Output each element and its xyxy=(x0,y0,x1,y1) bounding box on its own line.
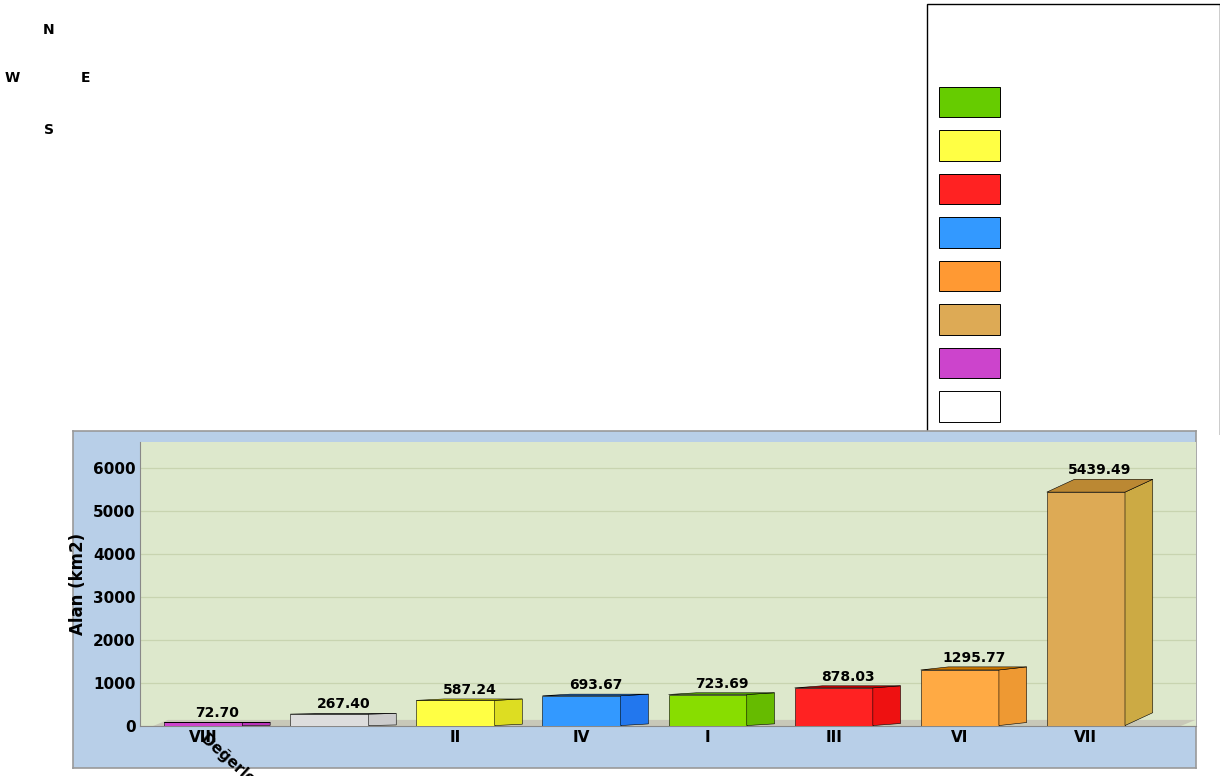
Text: VII. Sınıf: VII. Sınıf xyxy=(1025,310,1072,324)
Text: 72.70: 72.70 xyxy=(195,706,239,720)
Polygon shape xyxy=(999,667,1027,726)
Bar xyxy=(921,670,999,726)
Polygon shape xyxy=(921,667,1027,670)
FancyBboxPatch shape xyxy=(939,217,1000,248)
Bar xyxy=(669,695,747,726)
Y-axis label: Alan (km2): Alan (km2) xyxy=(70,533,88,635)
FancyBboxPatch shape xyxy=(927,5,1220,465)
FancyBboxPatch shape xyxy=(939,304,1000,334)
FancyBboxPatch shape xyxy=(939,130,1000,161)
Text: III. Sınıf: III. Sınıf xyxy=(1025,180,1069,193)
Text: S: S xyxy=(44,123,54,137)
Polygon shape xyxy=(243,722,270,726)
Bar xyxy=(543,696,621,726)
Polygon shape xyxy=(416,699,522,701)
Text: 5439.49: 5439.49 xyxy=(1068,463,1131,477)
Polygon shape xyxy=(669,693,775,695)
Text: N: N xyxy=(43,23,55,37)
Polygon shape xyxy=(494,699,522,726)
Text: IV.  Sınıf: IV. Sınıf xyxy=(1025,223,1071,237)
Text: VIII. Sınıf: VIII. Sınıf xyxy=(1025,354,1076,367)
Text: VI.  Sınıf: VI. Sınıf xyxy=(1025,267,1074,280)
Polygon shape xyxy=(1125,480,1153,726)
Text: W: W xyxy=(5,71,20,85)
Polygon shape xyxy=(747,693,775,726)
Text: E: E xyxy=(81,71,90,85)
Polygon shape xyxy=(794,686,900,688)
Text: 693.67: 693.67 xyxy=(569,678,622,692)
Bar xyxy=(1047,492,1125,726)
Polygon shape xyxy=(140,720,1196,731)
Bar xyxy=(165,722,243,726)
Polygon shape xyxy=(872,686,900,726)
Text: 1295.77: 1295.77 xyxy=(942,650,1005,664)
Text: II.  Sınıf: II. Sınıf xyxy=(1025,137,1069,150)
Text: 723.69: 723.69 xyxy=(694,677,748,691)
Text: ARAZİ KULLANIM KABİLİYET
SINIFLARI: ARAZİ KULLANIM KABİLİYET SINIFLARI xyxy=(952,22,1147,50)
FancyBboxPatch shape xyxy=(939,261,1000,291)
Polygon shape xyxy=(368,713,396,726)
Text: Değerlendirme dışı: Değerlendirme dışı xyxy=(1025,397,1137,411)
FancyBboxPatch shape xyxy=(939,174,1000,204)
Text: I.   Sınıf: I. Sınıf xyxy=(1025,93,1069,106)
Text: 878.03: 878.03 xyxy=(821,670,875,684)
FancyBboxPatch shape xyxy=(939,87,1000,117)
Bar xyxy=(290,714,368,726)
FancyBboxPatch shape xyxy=(939,391,1000,421)
FancyBboxPatch shape xyxy=(939,348,1000,378)
Bar xyxy=(416,701,494,726)
Polygon shape xyxy=(543,695,648,696)
Polygon shape xyxy=(1047,480,1153,492)
Polygon shape xyxy=(621,695,648,726)
Bar xyxy=(794,688,872,726)
Text: 267.40: 267.40 xyxy=(316,697,370,711)
Text: 587.24: 587.24 xyxy=(443,683,497,697)
